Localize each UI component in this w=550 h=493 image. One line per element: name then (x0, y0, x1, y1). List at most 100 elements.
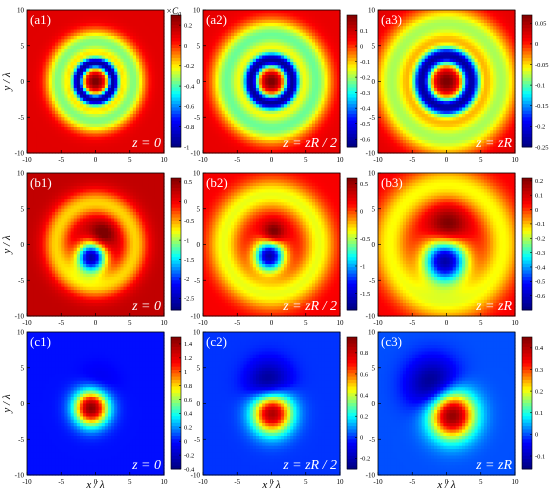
heatmap-cell (132, 16, 137, 21)
heatmap-cell (318, 23, 322, 27)
heatmap-cell (104, 97, 109, 102)
heatmap-cell (70, 16, 75, 21)
heatmap-cell (61, 94, 65, 99)
heatmap-cell (231, 10, 235, 14)
heatmap-cell (89, 52, 93, 57)
heatmap-cell (132, 71, 137, 76)
colorbar-segment (171, 117, 181, 122)
heatmap-cell (55, 32, 59, 37)
heatmap-cell (92, 143, 97, 148)
heatmap-cell (129, 91, 134, 96)
heatmap-cell (120, 42, 125, 47)
heatmap-cell (111, 62, 115, 66)
heatmap-cell (145, 10, 150, 14)
heatmap-cell (83, 136, 87, 141)
heatmap-cell (61, 136, 65, 141)
x-tick-label: 5 (128, 156, 132, 164)
heatmap-cell (67, 29, 72, 34)
heatmap-cell (114, 71, 118, 76)
heatmap-cell (36, 123, 41, 128)
heatmap-cell (95, 29, 100, 34)
heatmap-cell (79, 146, 84, 151)
colorbar-segment (347, 24, 357, 29)
heatmap-cell (129, 130, 134, 135)
heatmap-cell (234, 10, 238, 14)
heatmap-cell (123, 136, 128, 141)
heatmap-cell (132, 75, 137, 79)
heatmap-cell (76, 91, 81, 96)
colorbar-segment (171, 54, 181, 59)
heatmap-cell (95, 117, 100, 122)
heatmap-cell (135, 114, 140, 118)
heatmap-cell (55, 101, 59, 105)
heatmap-cell (157, 94, 162, 99)
heatmap-cell (265, 23, 269, 27)
heatmap-cell (148, 32, 153, 37)
heatmap-cell (283, 16, 288, 21)
heatmap-cell (154, 68, 159, 73)
heatmap-cell (98, 107, 103, 112)
heatmap-cell (70, 146, 75, 151)
heatmap-cell (92, 91, 97, 96)
heatmap-cell (151, 104, 156, 109)
heatmap-cell (48, 143, 53, 148)
heatmap-cell (107, 101, 112, 105)
heatmap-cell (27, 19, 31, 24)
heatmap-cell (45, 78, 50, 83)
heatmap-cell (142, 107, 146, 112)
heatmap-cell (157, 10, 162, 14)
heatmap-cell (142, 149, 146, 154)
heatmap-cell (101, 104, 106, 109)
heatmap-cell (129, 39, 134, 44)
heatmap-cell (151, 42, 156, 47)
heatmap-cell (104, 26, 109, 31)
heatmap-cell (111, 133, 115, 138)
heatmap-cell (98, 130, 103, 135)
heatmap-cell (61, 23, 65, 27)
heatmap-cell (45, 104, 50, 109)
heatmap-cell (27, 52, 31, 57)
heatmap-cell (203, 16, 207, 21)
heatmap-cell (79, 49, 84, 53)
colorbar-segment (347, 81, 357, 85)
heatmap-cell (86, 19, 90, 24)
colorbar-segment (171, 114, 181, 118)
heatmap-cell (154, 49, 159, 53)
heatmap-cell (111, 78, 115, 83)
heatmap-cell (114, 123, 118, 128)
heatmap-cell (61, 117, 65, 122)
heatmap-cell (139, 101, 143, 105)
heatmap-cell (120, 84, 125, 89)
heatmap-cell (139, 81, 143, 86)
heatmap-cell (160, 49, 165, 53)
heatmap-cell (27, 104, 31, 109)
heatmap-cell (120, 120, 125, 125)
heatmap-cell (132, 130, 137, 135)
heatmap-cell (129, 120, 134, 125)
heatmap-cell (79, 62, 84, 66)
heatmap-cell (48, 104, 53, 109)
heatmap-cell (51, 84, 56, 89)
heatmap-cell (107, 45, 112, 50)
heatmap-cell (135, 52, 140, 57)
heatmap-cell (39, 36, 44, 40)
heatmap-cell (58, 117, 62, 122)
heatmap-cell (98, 65, 103, 70)
heatmap-cell (123, 123, 128, 128)
heatmap-cell (92, 110, 97, 115)
heatmap-cell (73, 49, 78, 53)
heatmap-cell (51, 13, 56, 18)
heatmap-cell (51, 130, 56, 135)
heatmap-cell (111, 75, 115, 79)
heatmap-cell (39, 91, 44, 96)
heatmap-cell (139, 146, 143, 151)
heatmap-cell (107, 68, 112, 73)
heatmap-cell (42, 75, 47, 79)
heatmap-cell (95, 26, 100, 31)
heatmap-cell (98, 23, 103, 27)
heatmap-cell (123, 127, 128, 131)
heatmap-cell (98, 136, 103, 141)
heatmap-cell (70, 120, 75, 125)
heatmap-cell (117, 49, 122, 53)
heatmap-cell (135, 110, 140, 115)
